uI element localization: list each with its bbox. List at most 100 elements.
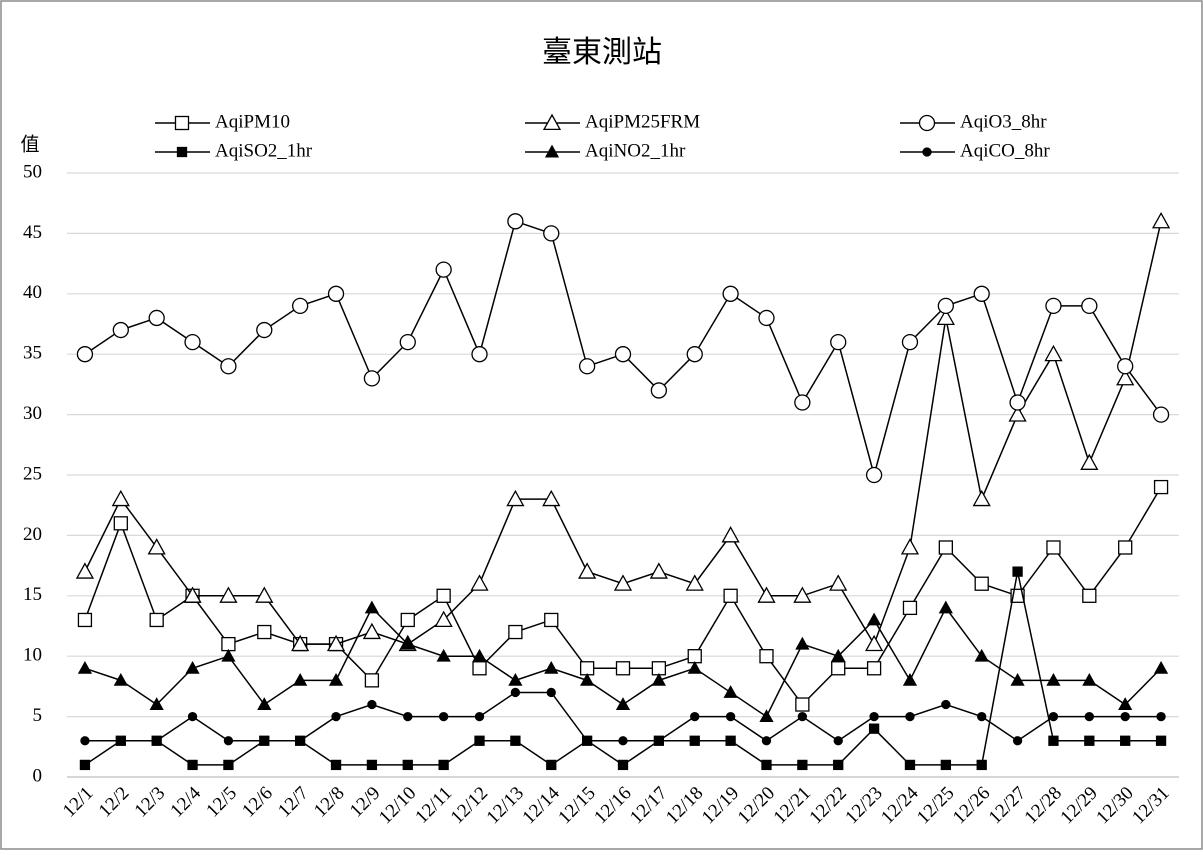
marker bbox=[326, 634, 346, 652]
marker bbox=[900, 538, 920, 555]
marker bbox=[402, 759, 413, 771]
marker bbox=[901, 333, 919, 351]
marker bbox=[972, 489, 991, 507]
marker bbox=[544, 612, 559, 628]
legend-label: AqiSO2_1hr bbox=[215, 140, 313, 161]
marker bbox=[76, 346, 94, 363]
marker bbox=[833, 736, 843, 746]
marker bbox=[687, 660, 702, 674]
marker bbox=[112, 321, 129, 339]
marker bbox=[184, 333, 201, 351]
legend-marker bbox=[542, 113, 562, 131]
y-tick-label: 20 bbox=[23, 524, 42, 545]
marker bbox=[1046, 673, 1061, 686]
marker bbox=[937, 297, 954, 315]
marker bbox=[1120, 735, 1131, 746]
marker bbox=[902, 673, 918, 686]
marker bbox=[255, 586, 274, 603]
marker bbox=[722, 285, 739, 302]
marker bbox=[434, 610, 453, 628]
marker bbox=[794, 394, 811, 411]
marker bbox=[257, 624, 272, 640]
marker bbox=[187, 759, 198, 771]
legend-label: AqiPM10 bbox=[215, 111, 290, 132]
marker bbox=[723, 588, 738, 603]
marker bbox=[941, 699, 951, 710]
marker bbox=[869, 711, 879, 722]
marker bbox=[618, 736, 628, 746]
marker bbox=[77, 612, 93, 628]
marker bbox=[223, 736, 234, 746]
marker bbox=[256, 321, 273, 339]
y-tick-label: 15 bbox=[23, 584, 42, 605]
marker bbox=[438, 711, 449, 722]
marker bbox=[725, 711, 736, 722]
marker bbox=[221, 648, 236, 662]
marker bbox=[77, 660, 93, 674]
marker bbox=[474, 711, 485, 722]
marker bbox=[1117, 358, 1134, 375]
marker bbox=[1010, 673, 1025, 686]
marker bbox=[936, 308, 955, 326]
marker bbox=[116, 736, 126, 746]
marker bbox=[829, 574, 848, 591]
marker bbox=[1118, 540, 1133, 555]
marker bbox=[1082, 673, 1097, 686]
marker bbox=[219, 586, 238, 603]
marker bbox=[797, 759, 808, 771]
marker bbox=[544, 660, 559, 674]
marker bbox=[362, 622, 382, 640]
marker bbox=[508, 624, 523, 640]
marker bbox=[1082, 588, 1097, 603]
marker bbox=[470, 574, 489, 591]
marker bbox=[795, 697, 810, 712]
marker bbox=[759, 649, 774, 664]
marker bbox=[615, 697, 631, 710]
marker bbox=[579, 661, 595, 676]
marker bbox=[904, 759, 916, 771]
marker bbox=[685, 574, 704, 591]
marker bbox=[152, 736, 162, 746]
marker bbox=[690, 711, 700, 722]
legend-marker bbox=[176, 146, 188, 158]
marker bbox=[1048, 735, 1059, 746]
marker bbox=[1155, 735, 1167, 746]
marker bbox=[220, 358, 237, 375]
marker bbox=[472, 661, 487, 676]
marker bbox=[650, 382, 668, 399]
marker bbox=[905, 711, 915, 722]
marker bbox=[723, 685, 738, 698]
marker bbox=[759, 709, 774, 723]
marker bbox=[795, 636, 810, 650]
marker bbox=[974, 576, 989, 591]
marker bbox=[651, 673, 666, 686]
marker bbox=[330, 759, 342, 771]
marker bbox=[147, 538, 166, 555]
marker bbox=[938, 600, 953, 614]
marker bbox=[831, 648, 846, 662]
marker bbox=[1152, 406, 1170, 423]
marker bbox=[757, 586, 776, 603]
legend-marker bbox=[174, 115, 190, 131]
marker bbox=[864, 634, 884, 652]
marker bbox=[75, 562, 95, 579]
marker bbox=[183, 586, 202, 603]
marker bbox=[149, 612, 164, 628]
marker bbox=[761, 736, 772, 746]
marker bbox=[613, 574, 633, 591]
marker bbox=[367, 699, 377, 710]
marker bbox=[649, 562, 668, 579]
legend-marker bbox=[544, 144, 560, 158]
marker bbox=[113, 516, 128, 531]
marker bbox=[543, 225, 560, 242]
legend-marker bbox=[918, 114, 936, 132]
marker bbox=[830, 333, 847, 351]
marker bbox=[111, 489, 130, 507]
marker bbox=[438, 759, 449, 771]
marker bbox=[651, 661, 667, 676]
marker bbox=[725, 735, 736, 746]
y-axis-label: 值 bbox=[20, 133, 39, 155]
chart-title: 臺東測站 bbox=[542, 36, 662, 69]
